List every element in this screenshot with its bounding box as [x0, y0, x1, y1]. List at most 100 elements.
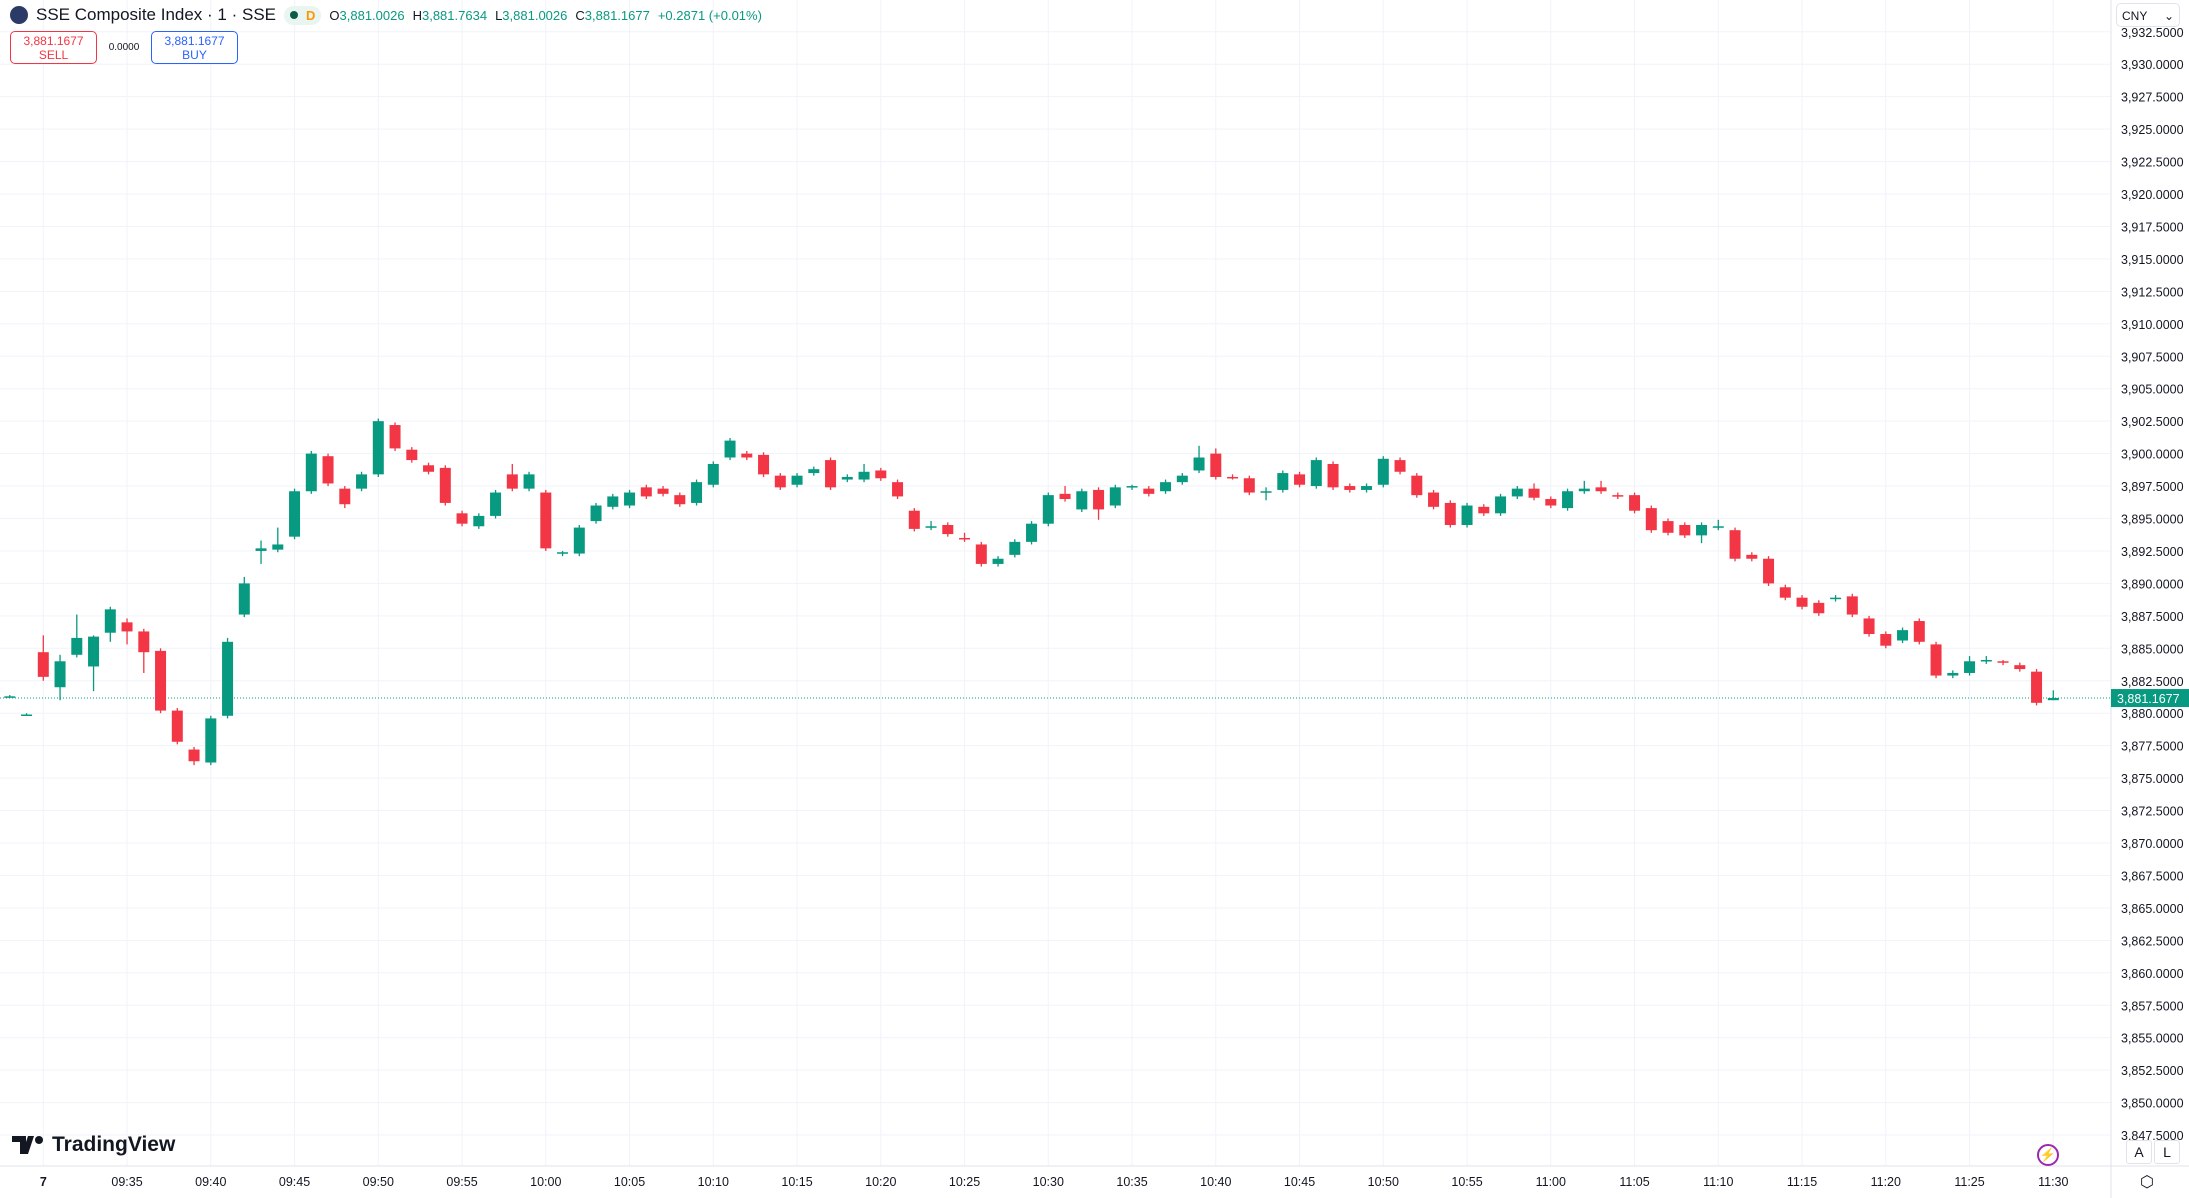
currency-selector[interactable]: CNY ⌄: [2116, 3, 2180, 27]
candle-body[interactable]: [54, 661, 66, 688]
candle-body[interactable]: [473, 515, 485, 527]
candle-body[interactable]: [825, 460, 837, 488]
candle-body[interactable]: [1897, 630, 1909, 641]
candle-body[interactable]: [1495, 496, 1507, 514]
candle-body[interactable]: [691, 482, 703, 503]
candle-body[interactable]: [1830, 597, 1842, 600]
candle-body[interactable]: [1779, 587, 1791, 598]
candle-body[interactable]: [1578, 488, 1590, 492]
candle-body[interactable]: [1478, 506, 1490, 514]
candle-body[interactable]: [1629, 495, 1641, 511]
candle-body[interactable]: [305, 453, 317, 492]
candle-body[interactable]: [1160, 482, 1172, 492]
candle-body[interactable]: [356, 474, 368, 489]
candle-body[interactable]: [523, 474, 535, 489]
candle-body[interactable]: [1679, 524, 1691, 536]
candle-body[interactable]: [1277, 473, 1289, 490]
candle-body[interactable]: [975, 544, 987, 564]
candle-body[interactable]: [171, 710, 183, 742]
candle-body[interactable]: [540, 492, 552, 549]
candle-body[interactable]: [255, 548, 267, 551]
candle-body[interactable]: [1846, 596, 1858, 615]
candle-body[interactable]: [37, 652, 49, 677]
candle-body[interactable]: [1746, 554, 1758, 559]
candle-body[interactable]: [1880, 634, 1892, 646]
candle-body[interactable]: [439, 467, 451, 503]
candle-body[interactable]: [1930, 644, 1942, 676]
candle-body[interactable]: [1947, 672, 1959, 676]
candle-body[interactable]: [925, 526, 937, 528]
candle-body[interactable]: [1511, 488, 1523, 497]
candle-body[interactable]: [1394, 460, 1406, 472]
buy-button[interactable]: 3,881.1677 BUY: [151, 31, 238, 64]
candle-body[interactable]: [2014, 665, 2026, 670]
candle-body[interactable]: [657, 488, 669, 494]
candle-body[interactable]: [942, 524, 954, 535]
candle-body[interactable]: [841, 476, 853, 480]
candle-body[interactable]: [1980, 659, 1992, 662]
candle-body[interactable]: [1913, 621, 1925, 642]
candle-body[interactable]: [1796, 597, 1808, 607]
candle-body[interactable]: [21, 714, 33, 716]
candle-body[interactable]: [1696, 524, 1708, 536]
candle-body[interactable]: [1411, 475, 1423, 496]
candle-body[interactable]: [1210, 453, 1222, 477]
candle-body[interactable]: [1009, 541, 1021, 555]
candle-body[interactable]: [1176, 475, 1188, 483]
candle-body[interactable]: [640, 487, 652, 497]
candle-body[interactable]: [1997, 661, 2009, 663]
candle-body[interactable]: [557, 552, 569, 554]
candle-body[interactable]: [858, 471, 870, 480]
candle-body[interactable]: [573, 527, 585, 554]
candle-body[interactable]: [758, 454, 770, 475]
candle-body[interactable]: [238, 583, 250, 615]
candle-body[interactable]: [1243, 478, 1255, 493]
candle-body[interactable]: [1813, 602, 1825, 614]
auto-scale-button[interactable]: A: [2126, 1140, 2152, 1164]
candle-body[interactable]: [272, 544, 284, 550]
candle-body[interactable]: [2031, 671, 2043, 703]
candle-body[interactable]: [1562, 491, 1574, 509]
candle-body[interactable]: [1042, 495, 1054, 524]
candle-body[interactable]: [1026, 523, 1038, 542]
candle-body[interactable]: [1361, 486, 1373, 490]
candle-body[interactable]: [1528, 488, 1540, 498]
candle-body[interactable]: [104, 609, 116, 633]
candle-body[interactable]: [322, 456, 334, 484]
candle-body[interactable]: [188, 749, 200, 762]
candle-body[interactable]: [624, 492, 636, 506]
candle-body[interactable]: [590, 505, 602, 522]
market-status-pill[interactable]: D: [284, 5, 322, 25]
candle-body[interactable]: [1193, 457, 1205, 471]
candle-body[interactable]: [607, 496, 619, 507]
candle-body[interactable]: [1109, 487, 1121, 506]
candle-body[interactable]: [1763, 558, 1775, 584]
candle-body[interactable]: [88, 636, 100, 667]
candle-body[interactable]: [490, 492, 502, 516]
sell-button[interactable]: 3,881.1677 SELL: [10, 31, 97, 64]
candle-body[interactable]: [875, 470, 887, 479]
candle-body[interactable]: [1729, 530, 1741, 559]
candle-body[interactable]: [138, 631, 150, 653]
candle-body[interactable]: [1595, 487, 1607, 492]
candle-body[interactable]: [339, 488, 351, 505]
lightning-icon[interactable]: ⚡: [2037, 1144, 2059, 1166]
candle-body[interactable]: [1863, 618, 1875, 635]
candle-body[interactable]: [372, 421, 384, 475]
candle-body[interactable]: [1612, 495, 1624, 497]
candle-body[interactable]: [724, 440, 736, 458]
candle-body[interactable]: [1662, 521, 1674, 533]
candle-body[interactable]: [1712, 526, 1724, 528]
candle-body[interactable]: [1444, 502, 1456, 525]
candle-body[interactable]: [1327, 463, 1339, 488]
candle-body[interactable]: [1310, 460, 1322, 487]
candle-body[interactable]: [506, 474, 518, 489]
candle-body[interactable]: [1143, 488, 1155, 494]
candle-body[interactable]: [1645, 508, 1657, 531]
candle-body[interactable]: [1059, 493, 1071, 500]
candle-body[interactable]: [406, 449, 418, 461]
candle-body[interactable]: [205, 718, 217, 763]
candle-body[interactable]: [2047, 698, 2059, 701]
candle-body[interactable]: [1294, 474, 1306, 485]
candle-body[interactable]: [808, 469, 820, 474]
